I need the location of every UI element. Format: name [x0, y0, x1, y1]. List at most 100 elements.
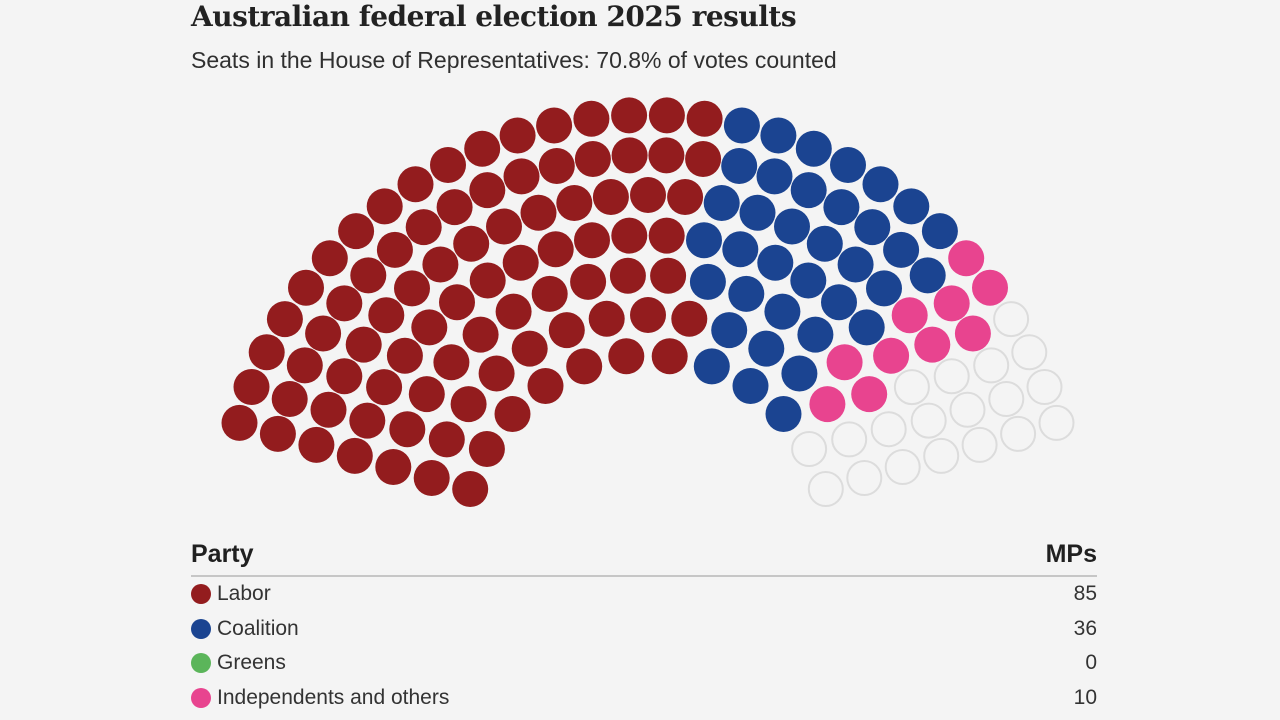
seat-dot-icon — [609, 257, 646, 294]
seat-dot-icon — [689, 263, 726, 300]
seat-dot-icon — [703, 185, 740, 221]
seat-dot-icon — [326, 358, 363, 395]
party-name: Coalition — [217, 616, 299, 640]
party-name: Greens — [217, 651, 286, 675]
seat-dot-icon — [648, 97, 685, 134]
seat-dot-icon — [570, 263, 607, 300]
seat-dot-icon — [310, 391, 347, 428]
seat-dot-icon — [248, 334, 285, 371]
seat-dot-icon — [790, 262, 827, 299]
independents-color-dot-icon — [191, 687, 211, 708]
seat-dot-icon — [350, 257, 387, 294]
seat-dot-icon — [973, 347, 1010, 384]
seat-dot-icon — [450, 386, 487, 423]
seat-dot-icon — [797, 316, 834, 353]
legend-row-labor: Labor 85 — [191, 577, 1097, 612]
seat-dot-icon — [336, 437, 373, 474]
seat-dot-icon — [921, 213, 958, 250]
seat-dot-icon — [807, 471, 844, 507]
seat-dot-icon — [723, 107, 760, 144]
seat-dot-icon — [405, 209, 442, 246]
seat-dot-icon — [893, 369, 930, 406]
seat-dot-icon — [566, 348, 603, 385]
seat-dot-icon — [608, 338, 645, 375]
seat-dot-icon — [837, 246, 874, 283]
seat-dot-icon — [499, 117, 536, 154]
seat-dot-icon — [439, 284, 475, 321]
seat-dot-icon — [831, 421, 868, 458]
seat-dot-icon — [469, 262, 506, 299]
seat-dot-icon — [478, 355, 515, 392]
seat-dot-icon — [1038, 404, 1075, 441]
seat-dot-icon — [722, 231, 759, 268]
seat-dot-icon — [756, 158, 793, 195]
seat-dot-icon — [326, 285, 363, 322]
seat-dot-icon — [462, 316, 499, 353]
seat-dot-icon — [527, 368, 564, 404]
seat-dot-icon — [548, 312, 585, 349]
seat-dot-icon — [954, 315, 991, 352]
seat-dot-icon — [556, 185, 593, 221]
seat-dot-icon — [1011, 334, 1048, 371]
seat-dot-icon — [345, 326, 382, 363]
seat-dot-icon — [933, 358, 970, 395]
seat-dot-icon — [914, 326, 951, 363]
seat-dot-icon — [630, 297, 666, 333]
seat-dot-icon — [848, 309, 885, 346]
seat-dot-icon — [511, 330, 548, 367]
seat-dot-icon — [502, 244, 539, 281]
seat-dot-icon — [592, 179, 629, 215]
seat-dot-icon — [806, 225, 843, 262]
seat-dot-icon — [486, 208, 522, 245]
seat-dot-icon — [376, 231, 413, 268]
seat-dot-icon — [349, 402, 386, 439]
seat-dot-icon — [520, 194, 557, 231]
seat-dot-icon — [368, 297, 405, 334]
seat-dot-icon — [748, 330, 785, 367]
seat-dot-icon — [495, 293, 532, 330]
seat-dot-icon — [233, 369, 270, 405]
seat-dot-icon — [611, 137, 648, 174]
seat-dot-icon — [821, 284, 857, 321]
seat-dot-icon — [394, 270, 430, 307]
seat-dot-icon — [386, 337, 423, 374]
seat-dot-icon — [826, 344, 863, 381]
seat-dot-icon — [630, 177, 666, 213]
seat-dot-icon — [538, 148, 575, 184]
seat-dot-icon — [870, 411, 907, 448]
coalition-color-dot-icon — [191, 618, 211, 639]
seat-dot-icon — [972, 269, 1008, 306]
seat-dot-icon — [685, 141, 722, 177]
mps-column-header: MPs — [1045, 540, 1097, 568]
seat-dot-icon — [298, 426, 335, 463]
party-name: Independents and others — [217, 685, 450, 709]
seat-dot-icon — [795, 130, 832, 167]
seat-dot-icon — [823, 189, 860, 226]
seat-dot-icon — [366, 188, 403, 225]
seat-dot-icon — [452, 471, 489, 507]
seat-dot-icon — [537, 231, 574, 268]
seat-dot-icon — [774, 208, 810, 245]
legend-row-coalition: Coalition 36 — [191, 612, 1097, 647]
seat-dot-icon — [221, 404, 258, 441]
seat-dot-icon — [851, 376, 888, 413]
seat-dot-icon — [651, 338, 688, 375]
seat-dot-icon — [764, 293, 801, 330]
seat-dot-icon — [650, 257, 687, 294]
mps-count: 85 — [1073, 582, 1097, 606]
seat-dot-icon — [884, 449, 921, 485]
seat-dot-icon — [893, 188, 930, 225]
seat-dot-icon — [866, 270, 902, 307]
party-name: Labor — [217, 582, 271, 606]
seat-dot-icon — [1000, 415, 1037, 452]
seat-dot-icon — [413, 460, 450, 496]
seat-dot-icon — [809, 386, 846, 423]
seat-dot-icon — [988, 381, 1025, 417]
seat-dot-icon — [397, 166, 434, 203]
legend-row-independents: Independents and others 10 — [191, 681, 1097, 716]
seat-dot-icon — [366, 369, 403, 406]
seat-dot-icon — [739, 194, 776, 231]
seat-dot-icon — [433, 344, 470, 381]
seat-dot-icon — [648, 137, 685, 174]
